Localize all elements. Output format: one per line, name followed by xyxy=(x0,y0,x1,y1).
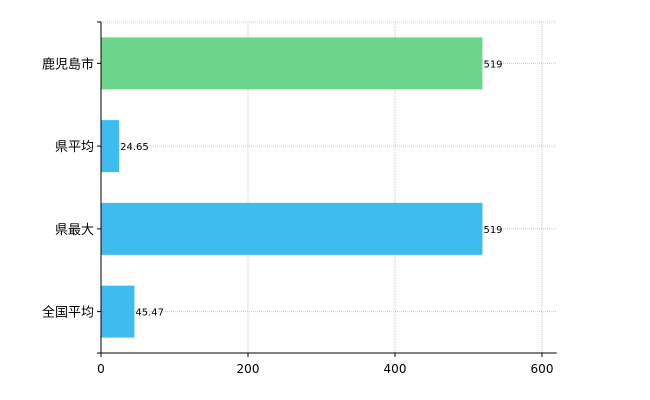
category-label: 県最大 xyxy=(55,223,94,238)
bar-1 xyxy=(101,120,120,173)
x-tick-label: 400 xyxy=(384,362,407,376)
category-label: 全国平均 xyxy=(42,305,94,321)
category-label: 県平均 xyxy=(55,140,94,155)
data-label: 519 xyxy=(483,59,502,70)
x-tick-label: 200 xyxy=(237,362,260,376)
bar-2 xyxy=(101,202,483,255)
bar-0 xyxy=(101,37,483,90)
bars-layer xyxy=(101,37,483,338)
x-tick-label: 0 xyxy=(97,362,105,376)
data-label: 24.65 xyxy=(120,142,149,153)
x-tick-label: 600 xyxy=(531,362,554,376)
bar-3 xyxy=(101,285,135,338)
category-label: 鹿児島市 xyxy=(42,56,94,72)
data-label: 45.47 xyxy=(135,308,164,319)
axis-layer xyxy=(97,21,557,357)
data-label: 519 xyxy=(483,225,502,236)
